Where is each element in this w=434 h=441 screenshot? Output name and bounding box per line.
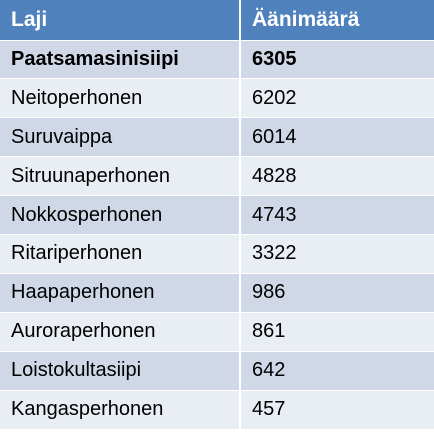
table-row: Loistokultasiipi 642 (0, 350, 434, 391)
table-row: Nokkosperhonen 4743 (0, 195, 434, 235)
species-cell: Suruvaippa (0, 117, 240, 157)
votes-cell: 642 (239, 350, 434, 391)
species-cell: Sitruunaperhonen (0, 156, 240, 196)
votes-cell: 861 (239, 311, 434, 352)
votes-cell: 3322 (239, 233, 434, 274)
species-cell: Ritariperhonen (0, 233, 240, 274)
table-row: Auroraperhonen 861 (0, 311, 434, 352)
species-cell: Auroraperhonen (0, 311, 240, 352)
species-cell: Neitoperhonen (0, 78, 240, 118)
species-cell: Paatsamasinisiipi (0, 39, 240, 79)
table-header: Laji Äänimäärä (0, 0, 434, 40)
table-row: Ritariperhonen 3322 (0, 233, 434, 274)
table-row: Suruvaippa 6014 (0, 117, 434, 157)
species-cell: Haapaperhonen (0, 272, 240, 313)
votes-cell: 6305 (239, 39, 434, 79)
butterfly-votes-table: Laji Äänimäärä Paatsamasinisiipi 6305 Ne… (0, 0, 434, 429)
column-header-species: Laji (0, 0, 240, 40)
votes-cell: 4743 (239, 195, 434, 235)
votes-cell: 457 (239, 389, 434, 429)
table-row: Kangasperhonen 457 (0, 389, 434, 429)
table-row: Paatsamasinisiipi 6305 (0, 39, 434, 79)
column-header-votes: Äänimäärä (239, 0, 434, 40)
table-body: Paatsamasinisiipi 6305 Neitoperhonen 620… (0, 39, 434, 429)
species-cell: Nokkosperhonen (0, 195, 240, 235)
species-cell: Loistokultasiipi (0, 350, 240, 391)
votes-cell: 4828 (239, 156, 434, 196)
votes-cell: 6014 (239, 117, 434, 157)
table-row: Neitoperhonen 6202 (0, 78, 434, 118)
table-row: Sitruunaperhonen 4828 (0, 156, 434, 196)
table-row: Haapaperhonen 986 (0, 272, 434, 313)
header-row: Laji Äänimäärä (0, 0, 434, 40)
votes-cell: 6202 (239, 78, 434, 118)
species-cell: Kangasperhonen (0, 389, 240, 429)
votes-cell: 986 (239, 272, 434, 313)
